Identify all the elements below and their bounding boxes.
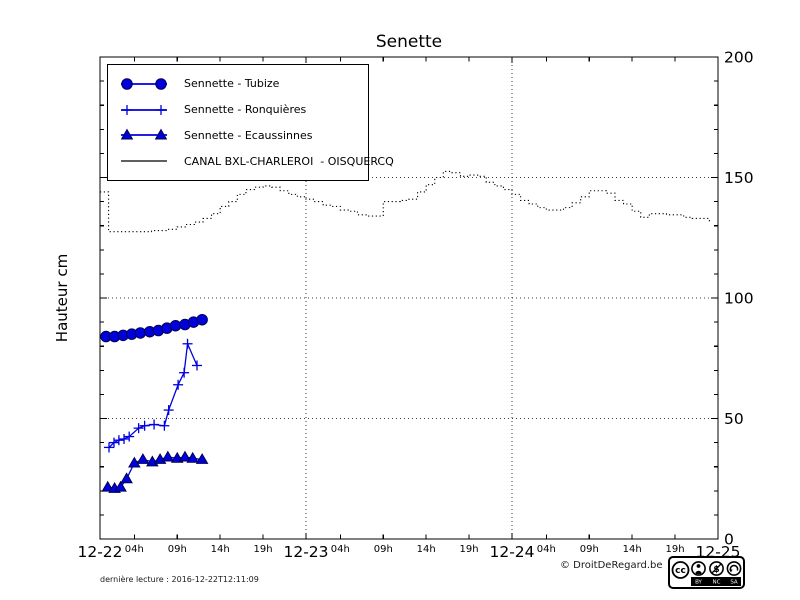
x-tick-label: 09h	[580, 544, 599, 555]
data-point	[155, 78, 167, 90]
circle-marker-icon	[121, 78, 167, 90]
x-tick-label: 19h	[254, 544, 273, 555]
triangle-marker-icon	[120, 128, 168, 140]
y-tick-label: 150	[724, 169, 754, 187]
by-icon	[691, 561, 706, 576]
x-tick-label: 04h	[537, 544, 556, 555]
line-marker-icon	[121, 160, 167, 162]
last-reading-text: dernière lecture : 2016-12-22T12:11:09	[100, 575, 259, 584]
legend: Sennette - Tubize Sennette - Ronquières …	[107, 64, 394, 181]
x-tick-label: 14h	[417, 544, 436, 555]
y-tick-label: 200	[724, 49, 754, 67]
data-point	[169, 319, 182, 332]
x-tick-label: 12-23	[283, 543, 328, 561]
data-point	[120, 472, 133, 484]
y-tick-label: 0	[724, 531, 734, 549]
data-point	[114, 480, 127, 492]
x-tick-label: 09h	[168, 544, 187, 555]
data-point	[196, 313, 208, 326]
legend-label: Sennette - Tubize	[184, 77, 280, 91]
legend-item-ronquieres: Sennette - Ronquières	[118, 98, 358, 122]
series-canal	[100, 170, 710, 233]
x-tick-label: 09h	[374, 544, 393, 555]
data-point	[161, 450, 175, 462]
x-tick-label: 19h	[666, 544, 685, 555]
footer-notes: dernière lecture : 2016-12-22T12:11:09 d…	[100, 556, 259, 600]
svg-text:$: $	[713, 565, 719, 575]
by-label: BY	[695, 580, 702, 586]
legend-item-canal: CANAL BXL-CHARLEROI - OISQUERCQ	[118, 149, 394, 173]
sa-label: SA	[730, 580, 738, 586]
legend-label: CANAL BXL-CHARLEROI - OISQUERCQ	[184, 154, 394, 168]
legend-label: Sennette - Ecaussinnes	[184, 128, 313, 142]
plus-marker-icon	[121, 104, 167, 115]
y-tick-label: 50	[724, 410, 744, 428]
legend-item-tubize: Sennette - Tubize	[118, 72, 358, 96]
series-line-canal	[100, 170, 710, 233]
x-tick-label: 04h	[125, 544, 144, 555]
legend-item-ecaussinnes: Sennette - Ecaussinnes	[118, 123, 358, 147]
data-point	[134, 327, 147, 339]
series-line-ronquieres	[108, 341, 198, 448]
y-axis-label: Hauteur cm	[53, 253, 71, 343]
data-point	[120, 128, 134, 140]
cc-license-badge: cc $ BY NC SA	[668, 556, 745, 589]
x-tick-label: 14h	[211, 544, 230, 555]
cc-icon: cc	[671, 561, 690, 579]
nc-label: NC	[713, 580, 721, 586]
copyright-text: © DroitDeRegard.be	[560, 560, 663, 571]
data-point	[195, 453, 209, 464]
data-point	[101, 480, 115, 492]
data-point	[121, 78, 133, 90]
x-tick-label: 14h	[623, 544, 642, 555]
x-tick-label: 12-24	[489, 543, 534, 561]
sa-icon	[726, 561, 742, 576]
legend-label: Sennette - Ronquières	[184, 103, 307, 117]
svg-text:cc: cc	[675, 566, 686, 576]
data-point	[154, 128, 168, 140]
data-point	[186, 451, 199, 463]
data-point	[128, 456, 141, 468]
series-ecaussinnes	[101, 450, 209, 493]
x-tick-label: 12-22	[77, 543, 122, 561]
data-point	[136, 453, 150, 464]
page-title: Senette	[375, 32, 443, 52]
nc-icon: $	[709, 561, 724, 576]
series-ronquieres	[104, 338, 202, 453]
series-tubize	[100, 313, 208, 343]
y-tick-label: 100	[724, 290, 754, 308]
data-point	[178, 450, 192, 462]
x-tick-label: 04h	[331, 544, 350, 555]
x-tick-label: 19h	[460, 544, 479, 555]
